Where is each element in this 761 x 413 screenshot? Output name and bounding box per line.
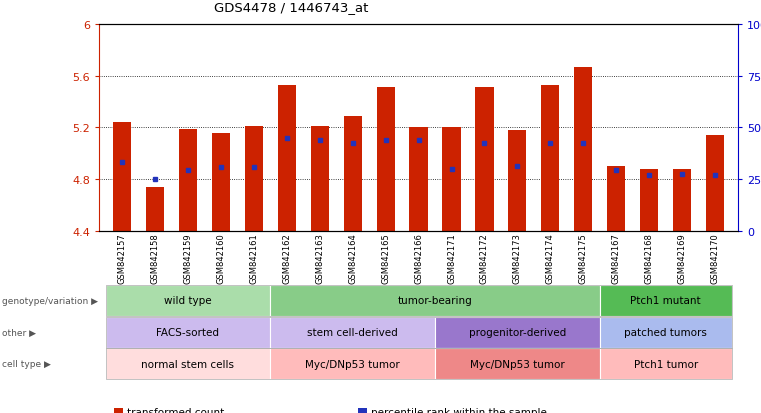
- Text: tumor-bearing: tumor-bearing: [398, 295, 473, 306]
- Text: wild type: wild type: [164, 295, 212, 306]
- Text: GDS4478 / 1446743_at: GDS4478 / 1446743_at: [214, 2, 368, 14]
- Bar: [508, 131, 527, 231]
- Bar: [673, 169, 691, 231]
- Text: percentile rank within the sample: percentile rank within the sample: [371, 407, 546, 413]
- Bar: [146, 188, 164, 231]
- Text: cell type ▶: cell type ▶: [2, 360, 50, 368]
- Bar: [377, 88, 395, 231]
- Text: Myc/DNp53 tumor: Myc/DNp53 tumor: [305, 359, 400, 369]
- Text: transformed count: transformed count: [127, 407, 224, 413]
- Bar: [245, 127, 263, 231]
- Bar: [640, 169, 658, 231]
- Text: normal stem cells: normal stem cells: [142, 359, 234, 369]
- Bar: [113, 123, 131, 231]
- Text: patched tumors: patched tumors: [624, 327, 707, 337]
- Text: genotype/variation ▶: genotype/variation ▶: [2, 296, 97, 305]
- Bar: [409, 128, 428, 231]
- Bar: [343, 116, 361, 231]
- Bar: [706, 136, 724, 231]
- Text: other ▶: other ▶: [2, 328, 36, 337]
- Bar: [476, 88, 494, 231]
- Bar: [607, 167, 626, 231]
- Text: progenitor-derived: progenitor-derived: [469, 327, 566, 337]
- Bar: [442, 128, 460, 231]
- Bar: [541, 85, 559, 231]
- Bar: [179, 129, 197, 231]
- Text: stem cell-derived: stem cell-derived: [307, 327, 398, 337]
- Text: Myc/DNp53 tumor: Myc/DNp53 tumor: [470, 359, 565, 369]
- Text: Ptch1 mutant: Ptch1 mutant: [630, 295, 701, 306]
- Text: Ptch1 tumor: Ptch1 tumor: [634, 359, 698, 369]
- Bar: [310, 127, 329, 231]
- Bar: [575, 67, 592, 231]
- Bar: [212, 133, 230, 231]
- Text: FACS-sorted: FACS-sorted: [157, 327, 219, 337]
- Bar: [278, 85, 296, 231]
